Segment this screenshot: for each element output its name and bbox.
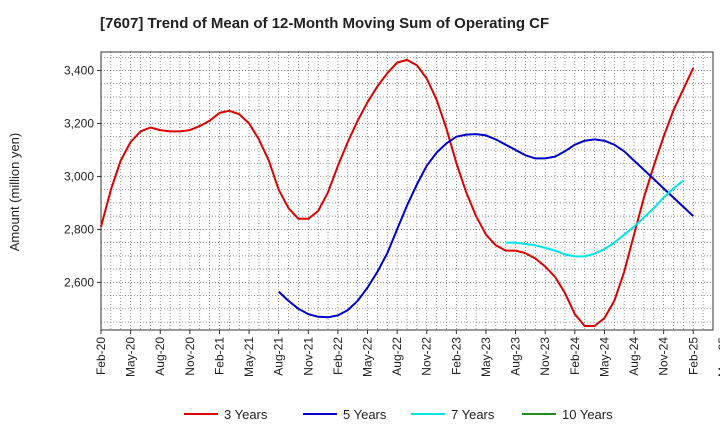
x-tick-label: May-25 [716, 337, 720, 377]
x-tick-label: Feb-23 [449, 337, 463, 375]
y-tick-label: 3,400 [64, 64, 94, 78]
x-tick-label: Feb-21 [212, 337, 226, 375]
x-tick-label: Nov-22 [420, 337, 434, 376]
series-line-7-years [505, 179, 685, 258]
legend-label: 3 Years [224, 407, 268, 422]
y-axis-ticks: 2,600 2,800 3,000 3,200 3,400 [64, 64, 101, 289]
x-tick-label: Aug-23 [509, 337, 523, 376]
series-line-3-years [100, 58, 695, 327]
x-tick-label: Feb-20 [94, 337, 108, 375]
legend-label: 10 Years [562, 407, 613, 422]
y-tick-label: 3,000 [64, 169, 94, 183]
x-tick-label: Nov-20 [183, 337, 197, 376]
legend-label: 7 Years [451, 407, 495, 422]
x-tick-label: May-22 [361, 337, 375, 377]
x-tick-label: May-20 [124, 337, 138, 377]
x-tick-label: Nov-23 [538, 337, 552, 376]
x-tick-label: May-21 [242, 337, 256, 377]
series-lines [100, 58, 695, 327]
chart-title: [7607] Trend of Mean of 12-Month Moving … [100, 15, 549, 32]
series-line-5-years [278, 133, 694, 319]
grid [101, 52, 713, 330]
y-tick-label: 3,200 [64, 116, 94, 130]
y-axis-label: Amount (million yen) [7, 133, 22, 252]
x-tick-label: Nov-21 [301, 337, 315, 376]
x-tick-label: May-23 [479, 337, 493, 377]
x-tick-label: Nov-24 [657, 337, 671, 376]
x-tick-label: Aug-20 [153, 337, 167, 376]
legend: 3 Years 5 Years 7 Years 10 Years [184, 407, 613, 422]
x-tick-label: Aug-21 [272, 337, 286, 376]
x-tick-label: Feb-25 [686, 337, 700, 375]
legend-label: 5 Years [343, 407, 387, 422]
y-tick-label: 2,600 [64, 275, 94, 289]
y-tick-label: 2,800 [64, 222, 94, 236]
x-tick-label: Aug-24 [627, 337, 641, 376]
x-tick-label: Feb-24 [568, 337, 582, 375]
x-tick-label: Feb-22 [331, 337, 345, 375]
plot-frame [100, 51, 714, 331]
x-tick-label: May-24 [597, 337, 611, 377]
x-tick-label: Aug-22 [390, 337, 404, 376]
x-axis-ticks: Feb-20 May-20 Aug-20 Nov-20 Feb-21 May-21 Aug-… [94, 330, 720, 377]
